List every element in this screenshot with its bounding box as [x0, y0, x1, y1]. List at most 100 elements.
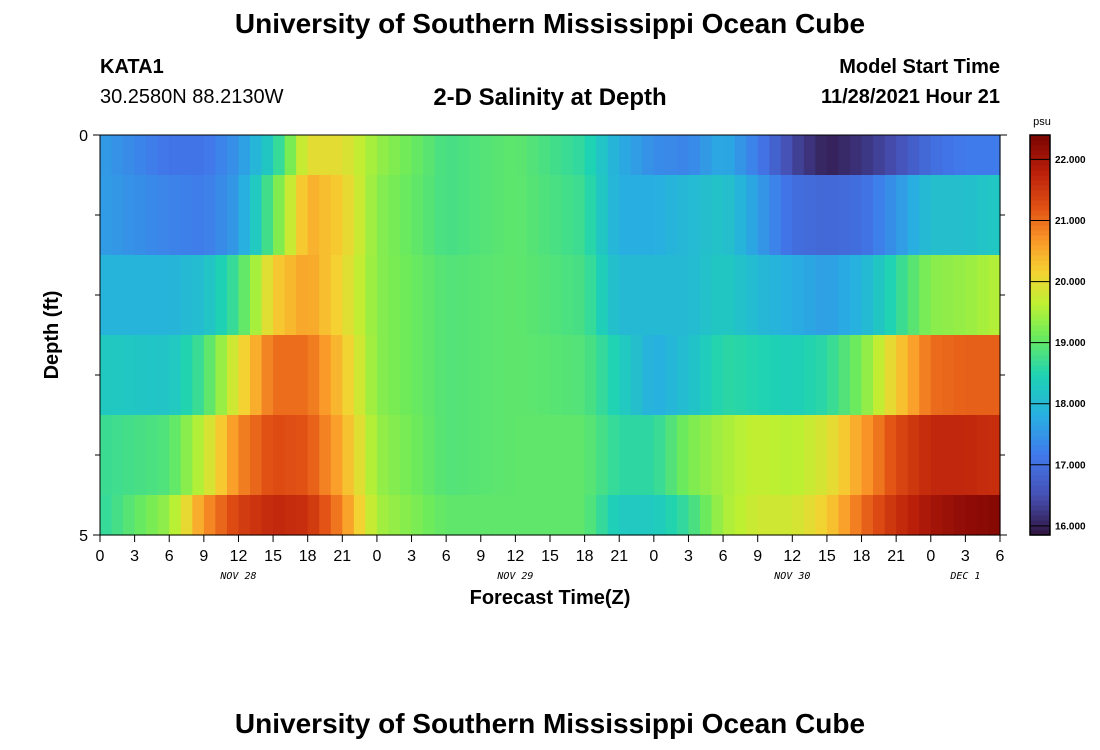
heatmap-cell	[803, 415, 816, 496]
heatmap-cell	[630, 175, 643, 256]
colorbar-frame	[1029, 134, 1051, 536]
heatmap-cell	[688, 255, 701, 336]
heatmap-cell	[665, 175, 678, 256]
heatmap-cell	[976, 415, 990, 496]
heatmap-cell	[342, 415, 355, 496]
heatmap-cell	[838, 135, 851, 176]
heatmap-cell	[123, 415, 136, 496]
colorbar-segment	[1030, 410, 1050, 416]
heatmap-cell	[250, 175, 263, 256]
heatmap-cell	[457, 175, 470, 256]
heatmap-cell	[930, 415, 943, 496]
heatmap-cell	[538, 335, 551, 416]
heatmap-cell	[376, 135, 390, 176]
heatmap-cell	[792, 255, 805, 336]
colorbar-segment	[1030, 450, 1050, 456]
colorbar-tick-label: 22.000	[1055, 155, 1086, 166]
heatmap-cell	[630, 135, 643, 176]
heatmap-cell	[284, 135, 297, 176]
heatmap-cell	[573, 415, 586, 496]
colorbar-segment	[1030, 345, 1050, 351]
colorbar-segment	[1030, 480, 1050, 486]
heatmap-cell	[653, 255, 666, 336]
heatmap-cell	[515, 175, 528, 256]
heatmap-cell	[642, 135, 655, 176]
heatmap-cell	[469, 175, 482, 256]
colorbar-segment	[1030, 135, 1050, 141]
heatmap-cell	[896, 335, 909, 416]
heatmap-cell	[988, 255, 1001, 336]
heatmap-cell	[457, 135, 470, 176]
heatmap-cell	[273, 135, 286, 176]
heatmap-cell	[838, 175, 851, 256]
colorbar-segment	[1030, 150, 1050, 156]
heatmap-cell	[676, 175, 690, 256]
heatmap-cell	[873, 495, 886, 536]
x-tick-label: 15	[264, 548, 282, 565]
heatmap-cell	[111, 175, 124, 256]
heatmap-cell	[134, 495, 147, 536]
colorbar-segment	[1030, 230, 1050, 236]
colorbar-segment	[1030, 505, 1050, 511]
heatmap-cell	[734, 175, 747, 256]
colorbar-segment	[1030, 380, 1050, 386]
heatmap-cell	[538, 255, 551, 336]
colorbar-segment	[1030, 320, 1050, 326]
colorbar-segment	[1030, 525, 1050, 531]
heatmap-cell	[157, 175, 170, 256]
heatmap-cell	[769, 335, 782, 416]
colorbar-segment	[1030, 500, 1050, 506]
heatmap-cell	[123, 175, 136, 256]
heatmap-cell	[100, 255, 113, 336]
heatmap-cell	[388, 415, 401, 496]
heatmap-cell	[780, 255, 793, 336]
heatmap-cell	[734, 135, 747, 176]
heatmap-cell	[434, 335, 447, 416]
heatmap-cell	[953, 175, 966, 256]
heatmap-cell	[515, 495, 528, 536]
x-axis-label: Forecast Time(Z)	[470, 587, 631, 609]
heatmap-cell	[907, 335, 920, 416]
heatmap-cell	[365, 415, 378, 496]
heatmap-cell	[665, 495, 678, 536]
heatmap-cell	[561, 335, 574, 416]
heatmap-cell	[330, 415, 343, 496]
heatmap-cell	[700, 255, 713, 336]
heatmap-cell	[111, 495, 124, 536]
x-tick-label: 18	[299, 548, 317, 565]
axes: 0 3 6 9 12 15 18 21 0 3 6 9 12 15 18 21 0 3 6 9 12 15 18 21 0 3 6 N…	[79, 128, 1007, 582]
heatmap-cell	[192, 415, 205, 496]
heatmap-cell	[365, 335, 378, 416]
heatmap-cell	[803, 135, 816, 176]
x-tick-label: 21	[887, 548, 905, 565]
heatmap-cell	[100, 415, 113, 496]
heatmap-cell	[746, 175, 759, 256]
heatmap-cell	[838, 415, 851, 496]
heatmap-cell	[261, 135, 274, 176]
heatmap-cell	[388, 255, 401, 336]
heatmap-cell	[734, 495, 747, 536]
heatmap-cell	[388, 175, 401, 256]
heatmap-cell	[469, 255, 482, 336]
heatmap-cell	[503, 335, 516, 416]
heatmap-cell	[769, 255, 782, 336]
heatmap-cell	[146, 495, 159, 536]
heatmap-cell	[100, 495, 113, 536]
heatmap-cell	[457, 495, 470, 536]
heatmap-cell	[619, 335, 632, 416]
heatmap-cell	[157, 495, 170, 536]
heatmap-cell	[550, 175, 563, 256]
heatmap-cell	[688, 175, 701, 256]
heatmap-cell	[169, 135, 182, 176]
heatmap-cell	[423, 495, 436, 536]
heatmap-cell	[965, 255, 978, 336]
heatmap-cell	[169, 495, 182, 536]
heatmap-cell	[861, 415, 874, 496]
heatmap-cell	[411, 415, 424, 496]
colorbar-segment	[1030, 425, 1050, 431]
heatmap-cell	[480, 335, 493, 416]
colorbar-segment	[1030, 160, 1050, 166]
heatmap-cell	[503, 495, 516, 536]
heatmap-cell	[965, 175, 978, 256]
heatmap-cell	[630, 415, 643, 496]
